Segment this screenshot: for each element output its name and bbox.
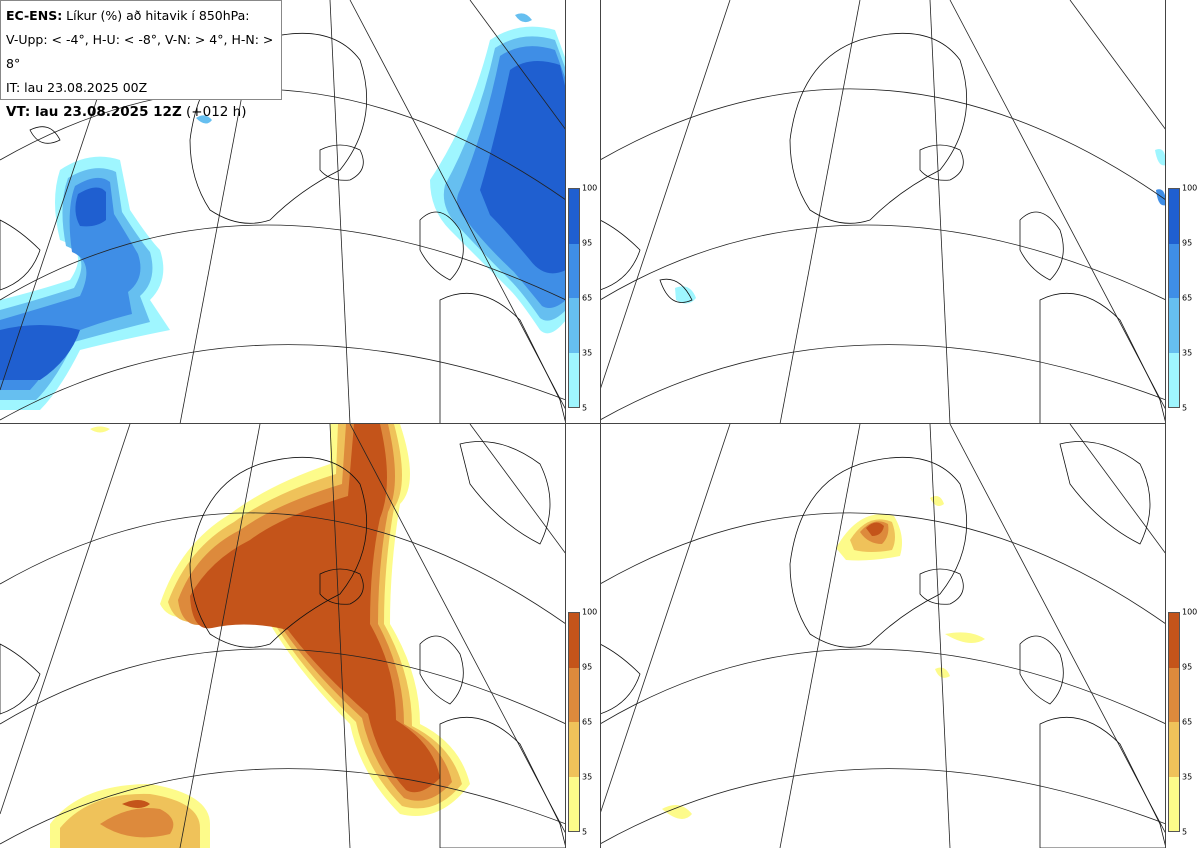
colorbar-segment (1169, 352, 1179, 407)
colorbar-tick: 35 (1182, 772, 1193, 782)
title-text: Líkur (%) að hitavik í 850hPa: (62, 8, 250, 23)
colorbar-segment (569, 189, 579, 244)
map-panel-cold-minus8 (600, 0, 1166, 424)
colorbar-tick: 35 (1182, 348, 1193, 358)
colorbar-segment (1169, 722, 1179, 777)
panel-border-right-left (600, 0, 601, 848)
colorbar-segment (569, 613, 579, 668)
colorbar-tick: 65 (1182, 293, 1193, 303)
probability-field (0, 13, 566, 410)
colorbar-orange-left: 100 95 65 35 5 (568, 608, 608, 842)
colorbar-tick: 100 (582, 183, 598, 193)
colorbar-tick: 5 (1182, 827, 1188, 837)
colorbar-tick: 5 (582, 827, 588, 837)
probability-field (662, 496, 985, 819)
probability-field (675, 149, 1166, 304)
map-warm-plus4 (0, 424, 566, 848)
colorbar-tick: 95 (582, 238, 593, 248)
panel-border-right-right (1165, 0, 1166, 848)
panel-border-horizontal (0, 423, 1166, 424)
colorbar-tick: 5 (582, 403, 588, 413)
colorbar-tick: 5 (1182, 403, 1188, 413)
colorbar-blue-left: 100 95 65 35 5 (568, 184, 608, 418)
coastlines (0, 441, 566, 848)
map-panel-warm-plus8 (600, 424, 1166, 848)
colorbar-tick: 35 (582, 348, 593, 358)
colorbar-segment (569, 776, 579, 831)
coastlines (600, 32, 1166, 424)
colorbar-gradient (1168, 612, 1180, 832)
valid-time-line: VT: lau 23.08.2025 12Z (+012 h) (6, 100, 276, 124)
colorbar-blue-right: 100 95 65 35 5 (1168, 184, 1200, 418)
colorbar-gradient (568, 612, 580, 832)
colorbar-tick: 95 (1182, 238, 1193, 248)
panel-border-left-right (565, 0, 566, 848)
colorbar-tick: 100 (582, 607, 598, 617)
colorbar-segment (569, 243, 579, 298)
colorbar-segment (569, 298, 579, 353)
title-line: EC-ENS: Líkur (%) að hitavik í 850hPa: (6, 4, 276, 28)
map-panel-cold-minus4 (0, 0, 566, 424)
map-cold-minus8 (600, 0, 1166, 424)
colorbar-tick: 95 (582, 662, 593, 672)
map-warm-plus8 (600, 424, 1166, 848)
init-time: IT: lau 23.08.2025 00Z (6, 80, 148, 95)
colorbar-segment (1169, 613, 1179, 668)
lead-time: (+012 h) (181, 104, 247, 120)
map-cold-minus4 (0, 0, 566, 424)
colorbar-segment (1169, 667, 1179, 722)
colorbar-segment (1169, 298, 1179, 353)
colorbar-tick: 100 (1182, 607, 1198, 617)
colorbar-gradient (1168, 188, 1180, 408)
colorbar-tick: 65 (582, 717, 593, 727)
colorbar-tick: 100 (1182, 183, 1198, 193)
colorbar-tick: 35 (582, 772, 593, 782)
model-label: EC-ENS: (6, 8, 63, 23)
colorbar-tick: 65 (582, 293, 593, 303)
coastlines (600, 441, 1166, 848)
colorbar-segment (1169, 243, 1179, 298)
graticule (600, 424, 1166, 848)
colorbar-segment (1169, 776, 1179, 831)
thresholds-line: V-Upp: < -4°, H-U: < -8°, V-N: > 4°, H-N… (6, 32, 274, 71)
map-panel-warm-plus4 (0, 424, 566, 848)
colorbar-segment (1169, 189, 1179, 244)
probability-field (50, 424, 470, 848)
colorbar-tick: 95 (1182, 662, 1193, 672)
colorbar-segment (569, 722, 579, 777)
colorbar-gradient (568, 188, 580, 408)
colorbar-segment (569, 667, 579, 722)
colorbar-orange-right: 100 95 65 35 5 (1168, 608, 1200, 842)
valid-time: VT: lau 23.08.2025 12Z (6, 104, 182, 120)
colorbar-segment (569, 352, 579, 407)
legend-info-box: EC-ENS: Líkur (%) að hitavik í 850hPa: V… (0, 0, 282, 120)
colorbar-tick: 65 (1182, 717, 1193, 727)
graticule (0, 424, 566, 848)
graticule (600, 0, 1166, 424)
